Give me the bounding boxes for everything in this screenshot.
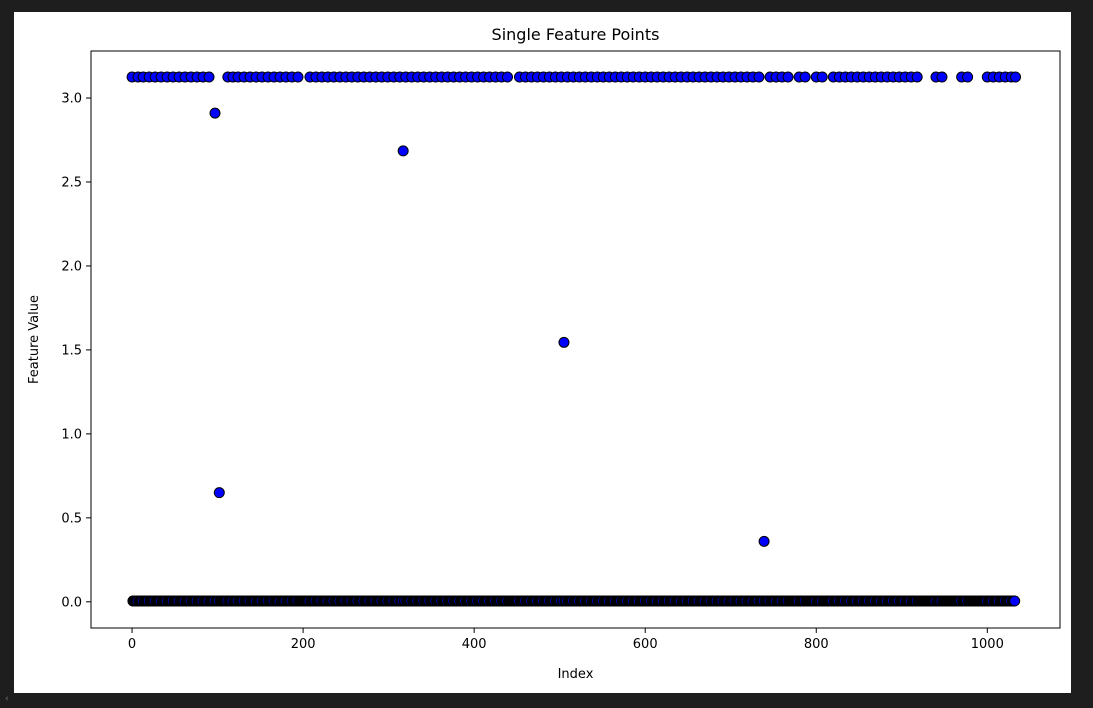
y-axis: 0.0 0.5 1.0 1.5 2.0 2.5 3.0: [61, 92, 91, 610]
y-tick-label: 0.0: [61, 595, 82, 610]
x-tick-label: 400: [462, 637, 487, 652]
data-point: [213, 487, 225, 499]
points-layer: [126, 71, 1022, 607]
data-point: [292, 71, 304, 83]
chart-title: Single Feature Points: [492, 25, 660, 44]
x-tick-label: 1000: [971, 637, 1004, 652]
figure: 0 200 400 600 800 1000 0.0 0.5 1.0 1.5 2.0 2.5 3.0 …: [14, 12, 1071, 693]
x-tick-label: 200: [291, 637, 316, 652]
data-point: [911, 71, 923, 83]
data-point: [1010, 71, 1022, 83]
data-point: [782, 71, 794, 83]
data-point: [203, 71, 215, 83]
x-axis: 0 200 400 600 800 1000: [128, 628, 1004, 652]
x-tick-label: 600: [633, 637, 658, 652]
x-axis-label: Index: [558, 667, 594, 682]
y-axis-label: Feature Value: [27, 295, 42, 384]
x-tick-label: 0: [128, 637, 136, 652]
data-point: [209, 107, 221, 119]
data-point: [816, 71, 828, 83]
data-point: [799, 71, 811, 83]
data-point: [502, 71, 514, 83]
scatter-plot: 0 200 400 600 800 1000 0.00.51.01.52.02.53.0 …: [27, 25, 1061, 682]
y-tick-label: 0.5: [61, 511, 82, 526]
y-tick-label: 3.0: [61, 92, 82, 107]
data-point: [397, 145, 409, 157]
y-tick-label: 1.0: [61, 427, 82, 442]
data-point: [558, 336, 570, 348]
data-point: [1009, 595, 1021, 607]
x-tick-label: 800: [804, 637, 829, 652]
y-tick-label: 1.5: [61, 343, 82, 358]
plot-frame: [90, 50, 1061, 629]
data-point: [962, 71, 974, 83]
scroll-hint-icon: ‹: [5, 694, 9, 704]
y-tick-label: 2.0: [61, 259, 82, 274]
data-point: [758, 535, 770, 547]
data-point: [936, 71, 948, 83]
data-point: [753, 71, 765, 83]
y-tick-label: 2.5: [61, 175, 82, 190]
